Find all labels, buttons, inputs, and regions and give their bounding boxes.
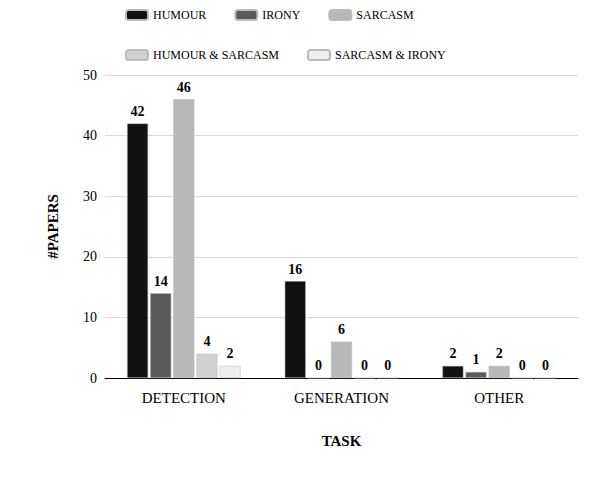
svg-text:SARCASM: SARCASM [356, 8, 414, 22]
svg-text:GENERATION: GENERATION [294, 390, 389, 406]
svg-text:30: 30 [83, 189, 97, 204]
svg-text:2: 2 [449, 346, 456, 361]
svg-text:DETECTION: DETECTION [142, 390, 226, 406]
svg-text:#PAPERS: #PAPERS [45, 194, 61, 259]
svg-text:0: 0 [542, 358, 549, 373]
svg-text:46: 46 [177, 80, 191, 95]
svg-text:HUMOUR: HUMOUR [153, 8, 206, 22]
svg-text:0: 0 [315, 358, 322, 373]
svg-text:HUMOUR & SARCASM: HUMOUR & SARCASM [153, 48, 279, 62]
svg-text:6: 6 [338, 322, 345, 337]
svg-text:40: 40 [83, 128, 97, 143]
svg-text:TASK: TASK [322, 433, 362, 449]
svg-text:50: 50 [83, 68, 97, 83]
svg-text:0: 0 [384, 358, 391, 373]
svg-text:16: 16 [288, 262, 302, 277]
svg-text:1: 1 [473, 352, 480, 367]
svg-text:0: 0 [90, 371, 97, 386]
svg-text:14: 14 [154, 274, 168, 289]
svg-text:SARCASM & IRONY: SARCASM & IRONY [335, 48, 446, 62]
svg-text:OTHER: OTHER [474, 390, 524, 406]
svg-text:IRONY: IRONY [262, 8, 300, 22]
svg-text:2: 2 [496, 346, 503, 361]
svg-text:2: 2 [227, 346, 234, 361]
svg-text:4: 4 [203, 334, 210, 349]
svg-text:42: 42 [131, 104, 145, 119]
svg-text:0: 0 [361, 358, 368, 373]
svg-text:0: 0 [519, 358, 526, 373]
svg-text:10: 10 [83, 310, 97, 325]
svg-text:20: 20 [83, 249, 97, 264]
